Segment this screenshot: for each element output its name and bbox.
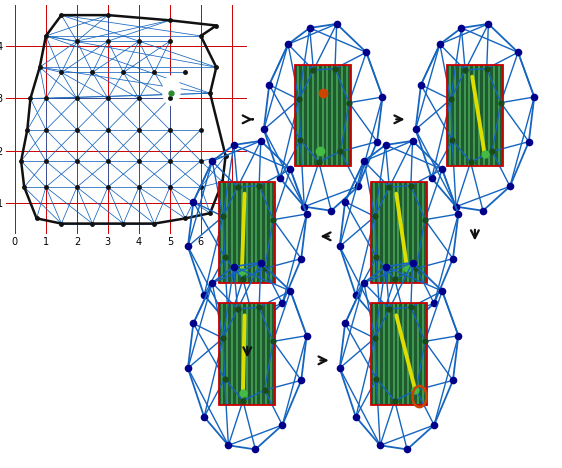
Bar bbox=[371, 303, 427, 405]
Bar bbox=[219, 182, 275, 283]
Bar bbox=[219, 303, 275, 405]
Circle shape bbox=[163, 76, 180, 105]
Bar bbox=[219, 182, 275, 283]
Bar bbox=[371, 182, 427, 283]
Bar bbox=[447, 65, 503, 166]
Bar bbox=[295, 65, 351, 166]
Bar bbox=[295, 65, 351, 166]
Bar bbox=[371, 182, 427, 283]
Bar bbox=[371, 303, 427, 405]
Bar bbox=[447, 65, 503, 166]
Bar bbox=[219, 303, 275, 405]
